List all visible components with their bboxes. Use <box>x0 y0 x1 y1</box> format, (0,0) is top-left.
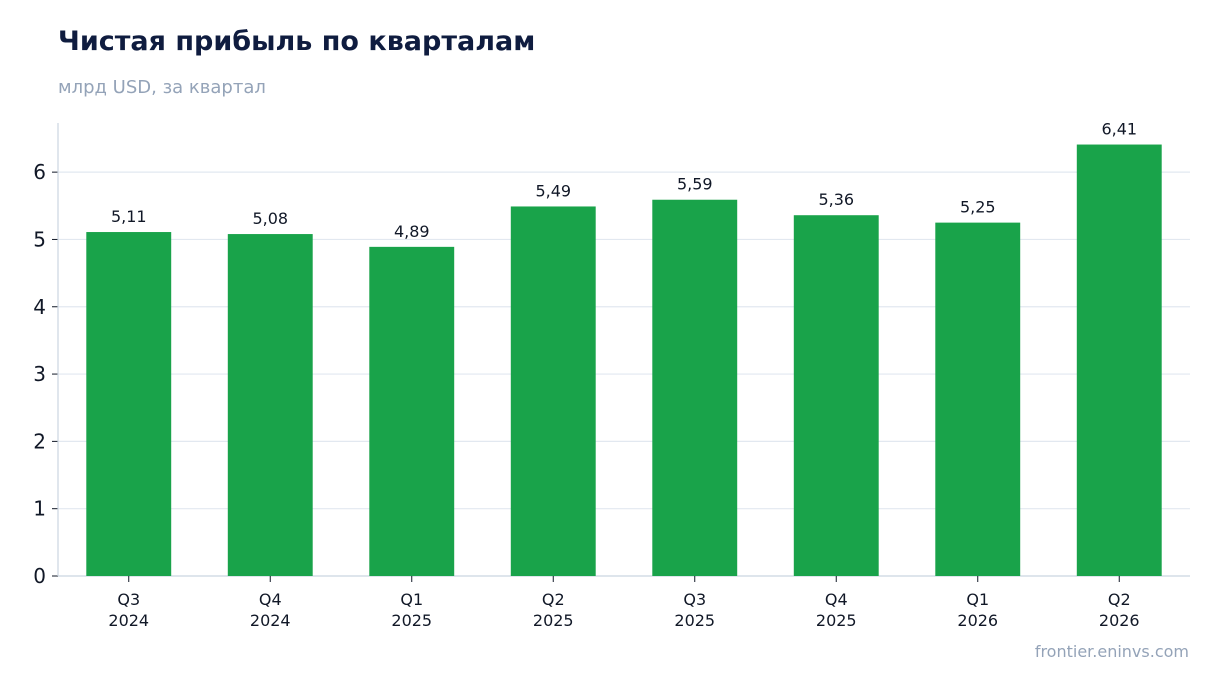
x-tick-year: 2025 <box>533 611 574 630</box>
x-tick-year: 2026 <box>957 611 998 630</box>
x-tick-quarter: Q3 <box>117 590 140 609</box>
y-tick-label: 0 <box>33 564 46 588</box>
x-tick-year: 2024 <box>108 611 149 630</box>
x-tick-quarter: Q2 <box>542 590 565 609</box>
x-tick-year: 2025 <box>674 611 715 630</box>
y-tick-label: 4 <box>33 295 46 319</box>
x-tick-quarter: Q3 <box>683 590 706 609</box>
x-tick-quarter: Q4 <box>825 590 848 609</box>
y-tick-label: 2 <box>33 429 46 453</box>
source-footer: frontier.eninvs.com <box>1034 642 1189 661</box>
bar-value-label: 5,25 <box>960 198 996 217</box>
bar <box>86 232 172 576</box>
bar-value-label: 5,08 <box>252 209 288 228</box>
y-tick-label: 5 <box>33 227 46 251</box>
bar <box>510 206 596 576</box>
bar-value-label: 5,59 <box>677 175 713 194</box>
chart-subtitle: млрд USD, за квартал <box>58 77 266 98</box>
chart-title: Чистая прибыль по кварталам <box>58 26 536 57</box>
bar-value-label: 5,36 <box>818 190 854 209</box>
x-tick-quarter: Q2 <box>1108 590 1131 609</box>
x-tick-quarter: Q1 <box>400 590 423 609</box>
bar <box>1076 144 1162 577</box>
bar-value-label: 6,41 <box>1101 120 1137 139</box>
y-tick-label: 6 <box>33 160 46 184</box>
x-tick-year: 2025 <box>391 611 432 630</box>
x-tick-year: 2026 <box>1099 611 1140 630</box>
bar <box>793 215 879 576</box>
bar <box>652 199 738 577</box>
bar-value-label: 5,49 <box>535 181 571 200</box>
bar-value-label: 4,89 <box>394 222 430 241</box>
bar <box>227 234 313 576</box>
x-tick-quarter: Q4 <box>259 590 282 609</box>
x-tick-quarter: Q1 <box>966 590 989 609</box>
x-tick-year: 2024 <box>250 611 291 630</box>
bar <box>369 246 455 576</box>
y-tick-label: 3 <box>33 362 46 386</box>
bar-value-label: 5,11 <box>111 207 147 226</box>
y-tick-label: 1 <box>33 497 46 521</box>
x-tick-year: 2025 <box>816 611 857 630</box>
bar <box>935 222 1021 576</box>
